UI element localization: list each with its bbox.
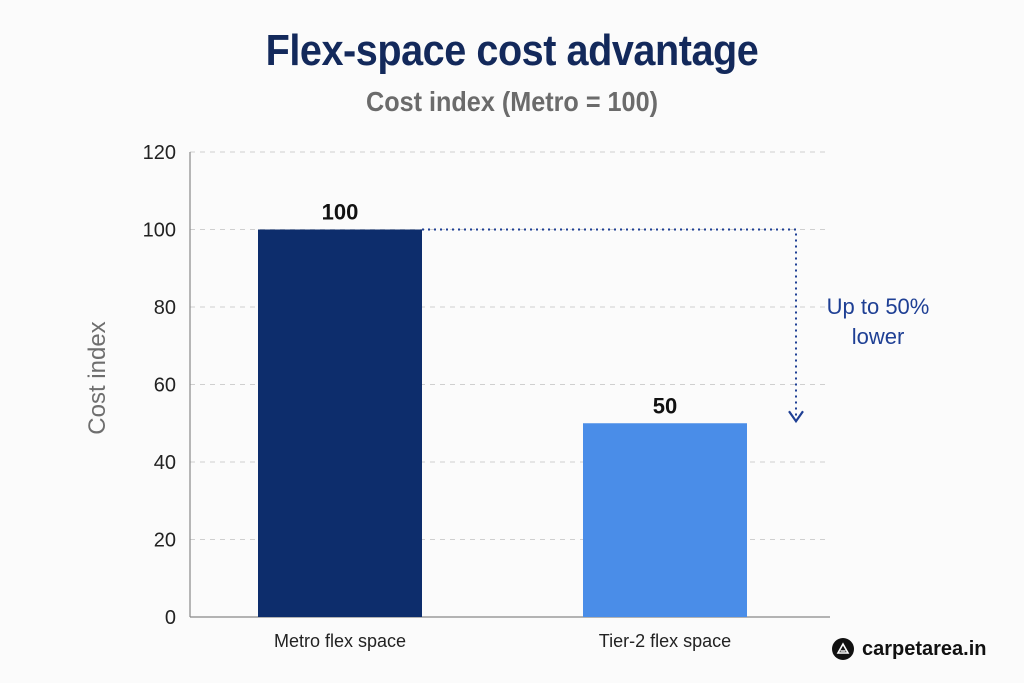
- y-tick-label: 0: [165, 607, 176, 629]
- x-category-label: Tier-2 flex space: [599, 631, 731, 651]
- y-tick-label: 120: [143, 142, 176, 164]
- data-label: 50: [653, 393, 677, 418]
- annotation-line-2: lower: [851, 324, 905, 349]
- carpetarea-logo-icon: [832, 638, 854, 660]
- y-axis-label: Cost index: [84, 321, 111, 435]
- bar-1: [258, 229, 422, 617]
- data-label: 100: [322, 200, 359, 225]
- annotation-arrow-line: [422, 228, 797, 420]
- chart-subtitle: Cost index (Metro = 100): [366, 86, 658, 117]
- chart-title: Flex-space cost advantage: [265, 26, 759, 75]
- brand-watermark[interactable]: carpetarea.in: [832, 636, 987, 662]
- y-tick-label: 100: [143, 220, 176, 242]
- bar-2: [583, 423, 747, 617]
- brand-name: carpetarea.in: [862, 637, 987, 660]
- annotation-arrow-head: [788, 410, 804, 424]
- savings-annotation: Up to 50% lower: [808, 292, 948, 352]
- y-tick-label: 80: [154, 297, 176, 319]
- annotation-line-1: Up to 50%: [826, 294, 930, 319]
- y-tick-label: 40: [154, 452, 176, 474]
- y-tick-label: 60: [154, 375, 176, 397]
- y-tick-label: 20: [154, 530, 176, 552]
- x-category-label: Metro flex space: [274, 631, 406, 651]
